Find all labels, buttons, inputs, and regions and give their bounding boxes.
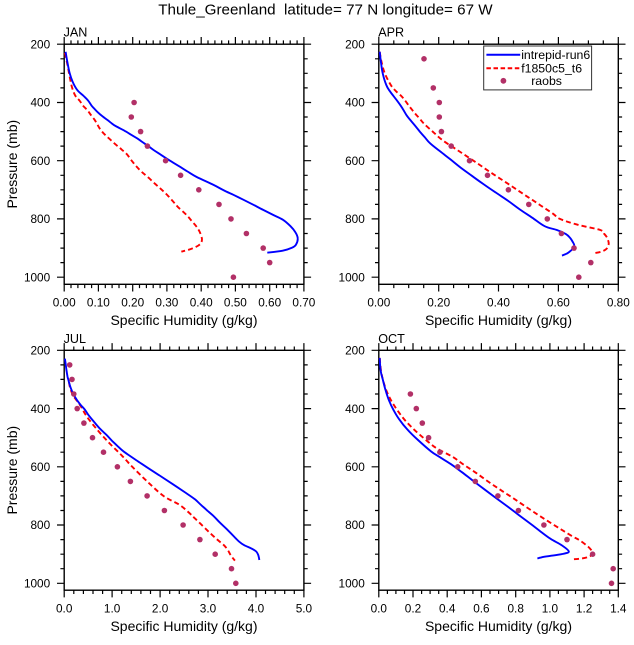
svg-text:200: 200 <box>345 344 365 358</box>
svg-text:800: 800 <box>31 212 51 226</box>
svg-text:1000: 1000 <box>339 577 366 591</box>
svg-text:0.40: 0.40 <box>190 296 213 310</box>
svg-text:400: 400 <box>345 96 365 110</box>
svg-text:Pressure (mb): Pressure (mb) <box>4 120 20 209</box>
svg-text:200: 200 <box>31 37 51 51</box>
svg-text:600: 600 <box>345 154 365 168</box>
svg-text:800: 800 <box>31 518 51 532</box>
svg-text:JUL: JUL <box>64 332 86 346</box>
svg-text:0.0: 0.0 <box>56 602 73 616</box>
svg-text:Pressure (mb): Pressure (mb) <box>4 426 20 515</box>
svg-text:intrepid-run6: intrepid-run6 <box>521 48 590 62</box>
svg-text:Specific Humidity (g/kg): Specific Humidity (g/kg) <box>110 618 257 634</box>
svg-text:5.0: 5.0 <box>296 602 313 616</box>
svg-text:0.8: 0.8 <box>507 602 524 616</box>
svg-text:800: 800 <box>345 212 365 226</box>
svg-text:200: 200 <box>345 37 365 51</box>
svg-text:APR: APR <box>378 26 404 40</box>
svg-text:Thule_Greenland latitude= 77: Thule_Greenland latitude= 77 N longitude… <box>158 2 493 19</box>
svg-text:OCT: OCT <box>378 332 405 346</box>
svg-text:1.0: 1.0 <box>542 602 559 616</box>
svg-text:0.00: 0.00 <box>367 296 390 310</box>
svg-text:0.70: 0.70 <box>292 296 315 310</box>
svg-text:0.00: 0.00 <box>53 296 76 310</box>
svg-text:2.0: 2.0 <box>152 602 169 616</box>
svg-text:400: 400 <box>31 402 51 416</box>
svg-text:f1850c5_t6: f1850c5_t6 <box>521 62 582 76</box>
svg-text:0.80: 0.80 <box>607 296 630 310</box>
svg-text:0.30: 0.30 <box>155 296 178 310</box>
svg-text:4.0: 4.0 <box>248 602 265 616</box>
svg-text:0.6: 0.6 <box>473 602 490 616</box>
svg-text:0.20: 0.20 <box>121 296 144 310</box>
svg-text:0.0: 0.0 <box>371 602 388 616</box>
svg-text:600: 600 <box>31 154 51 168</box>
svg-text:1.4: 1.4 <box>610 602 627 616</box>
svg-text:Specific Humidity (g/kg): Specific Humidity (g/kg) <box>425 312 572 328</box>
svg-text:1000: 1000 <box>24 270 51 284</box>
svg-text:0.4: 0.4 <box>439 602 456 616</box>
svg-text:Specific Humidity (g/kg): Specific Humidity (g/kg) <box>110 312 257 328</box>
svg-text:0.10: 0.10 <box>87 296 110 310</box>
svg-text:1.0: 1.0 <box>104 602 121 616</box>
svg-text:400: 400 <box>31 96 51 110</box>
svg-text:0.40: 0.40 <box>487 296 510 310</box>
svg-text:0.60: 0.60 <box>547 296 570 310</box>
svg-text:raobs: raobs <box>531 74 562 88</box>
svg-text:Specific Humidity (g/kg): Specific Humidity (g/kg) <box>425 618 572 634</box>
svg-text:0.60: 0.60 <box>258 296 281 310</box>
svg-text:0.2: 0.2 <box>405 602 421 616</box>
svg-text:0.50: 0.50 <box>224 296 247 310</box>
svg-text:800: 800 <box>345 518 365 532</box>
svg-text:600: 600 <box>31 460 51 474</box>
svg-text:1000: 1000 <box>24 577 51 591</box>
svg-text:1.2: 1.2 <box>576 602 592 616</box>
svg-text:400: 400 <box>345 402 365 416</box>
svg-text:JAN: JAN <box>64 26 88 40</box>
svg-text:200: 200 <box>31 344 51 358</box>
svg-text:1000: 1000 <box>339 270 366 284</box>
svg-text:600: 600 <box>345 460 365 474</box>
svg-text:0.20: 0.20 <box>427 296 450 310</box>
svg-text:3.0: 3.0 <box>200 602 217 616</box>
